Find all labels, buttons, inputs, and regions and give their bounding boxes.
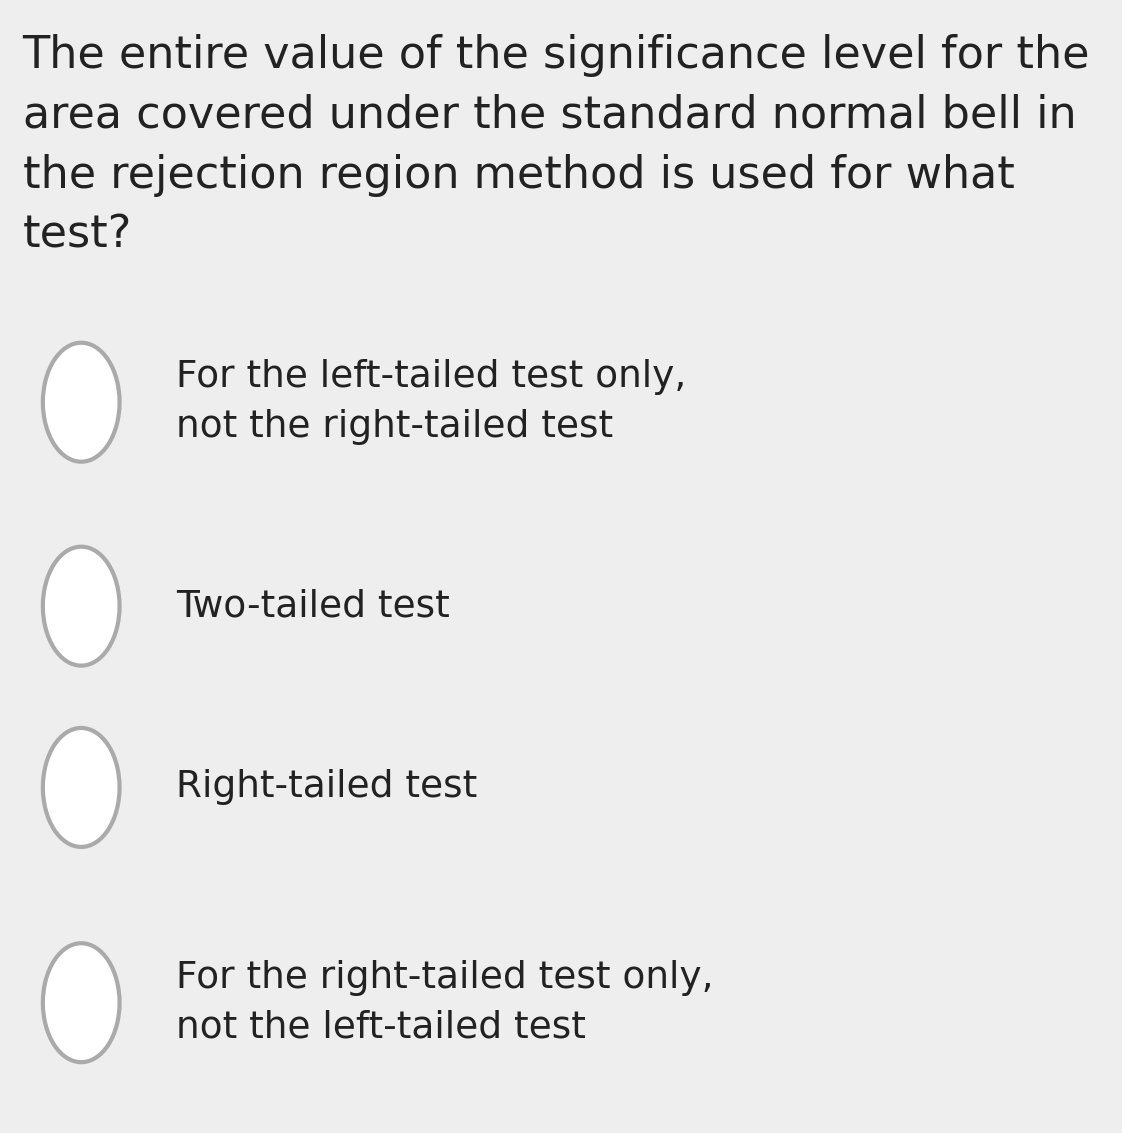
Ellipse shape bbox=[43, 547, 120, 666]
Text: Right-tailed test: Right-tailed test bbox=[176, 769, 477, 806]
Text: For the left-tailed test only,
not the right-tailed test: For the left-tailed test only, not the r… bbox=[176, 359, 687, 445]
Ellipse shape bbox=[43, 943, 120, 1063]
Text: Two-tailed test: Two-tailed test bbox=[176, 588, 450, 624]
Text: For the right-tailed test only,
not the left-tailed test: For the right-tailed test only, not the … bbox=[176, 960, 714, 1046]
Text: The entire value of the significance level for the
area covered under the standa: The entire value of the significance lev… bbox=[22, 34, 1091, 257]
Ellipse shape bbox=[43, 342, 120, 462]
Ellipse shape bbox=[43, 727, 120, 847]
